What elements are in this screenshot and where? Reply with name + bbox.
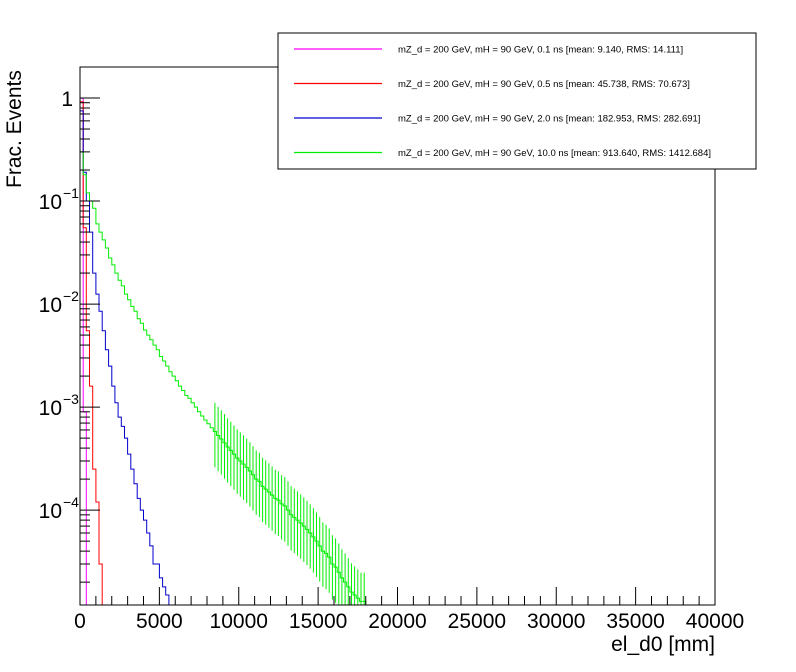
- legend: mZ_d = 200 GeV, mH = 90 GeV, 0.1 ns [mea…: [277, 32, 757, 170]
- legend-label: mZ_d = 200 GeV, mH = 90 GeV, 2.0 ns [mea…: [398, 114, 700, 125]
- plot-area: [80, 97, 715, 606]
- y-tick-exponent: −1: [63, 185, 79, 201]
- legend-label: mZ_d = 200 GeV, mH = 90 GeV, 10.0 ns [me…: [398, 148, 711, 159]
- legend-label: mZ_d = 200 GeV, mH = 90 GeV, 0.1 ns [mea…: [398, 45, 683, 56]
- y-tick-label: 10: [39, 294, 62, 317]
- series-line-4: [80, 151, 715, 606]
- x-axis-title: el_d0 [mm]: [611, 633, 715, 656]
- x-tick-label: 30000: [527, 610, 585, 633]
- y-axis-title: Frac. Events: [3, 70, 26, 188]
- series-line-3: [80, 110, 715, 606]
- y-tick-label: 10: [39, 500, 62, 523]
- x-tick-label: 10000: [210, 610, 268, 633]
- y-tick-label: 10: [39, 191, 62, 214]
- y-tick-label: 10: [39, 397, 62, 420]
- series-line-2: [80, 101, 715, 606]
- y-tick-exponent: −4: [63, 494, 79, 510]
- y-tick-exponent: −2: [63, 288, 79, 304]
- legend-box: [277, 32, 757, 170]
- x-tick-label: 40000: [686, 610, 744, 633]
- legend-label: mZ_d = 200 GeV, mH = 90 GeV, 0.5 ns [mea…: [398, 79, 690, 90]
- y-tick-exponent: −3: [63, 391, 79, 407]
- x-tick-label: 0: [74, 610, 86, 633]
- x-tick-label: 5000: [136, 610, 183, 633]
- x-tick-label: 15000: [289, 610, 347, 633]
- x-tick-label: 20000: [368, 610, 426, 633]
- y-tick-label: 1: [61, 88, 73, 111]
- x-tick-label: 35000: [606, 610, 664, 633]
- x-tick-label: 25000: [448, 610, 506, 633]
- axes: 0 5000 10000 15000 20000 25000 30000 35000 40000…: [39, 66, 744, 633]
